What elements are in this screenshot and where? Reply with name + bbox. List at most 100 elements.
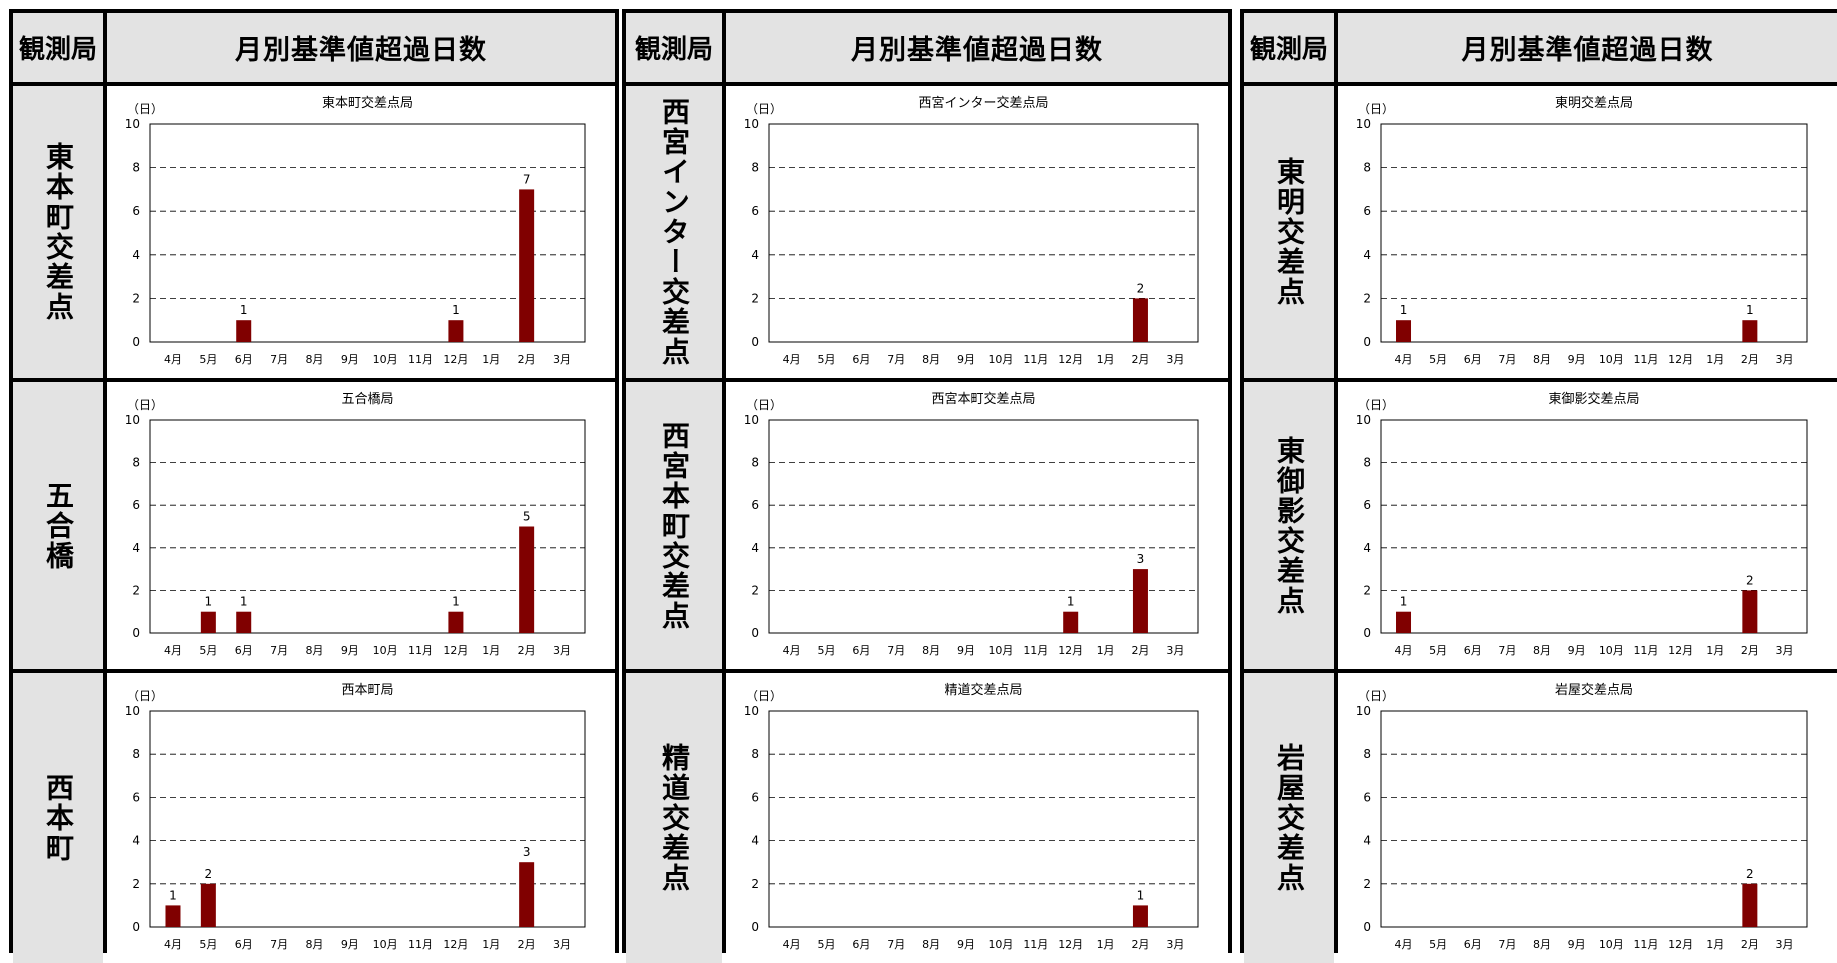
x-tick-label: 12月 [443, 938, 468, 951]
y-tick-label: 6 [1363, 204, 1371, 218]
bar [1132, 298, 1148, 342]
y-axis-unit: （日） [1358, 398, 1394, 412]
plot-area [1380, 419, 1808, 634]
x-tick-label: 12月 [1668, 644, 1693, 657]
x-tick-label: 11月 [1633, 644, 1658, 657]
data-label: 1 [169, 888, 177, 902]
station-name: 東明交差点 [1273, 157, 1306, 307]
x-tick-label: 4月 [164, 353, 182, 366]
y-tick-label: 4 [1363, 541, 1371, 555]
x-tick-label: 12月 [443, 353, 468, 366]
x-tick-label: 9月 [957, 353, 975, 366]
bar [236, 320, 252, 342]
x-tick-label: 9月 [1568, 353, 1586, 366]
data-label: 1 [240, 303, 248, 317]
x-tick-label: 8月 [305, 353, 323, 366]
y-tick-label: 2 [132, 291, 140, 305]
station-name: 東御影交差点 [1273, 435, 1306, 616]
x-tick-label: 9月 [1568, 938, 1586, 951]
y-tick-label: 6 [132, 498, 140, 512]
x-tick-label: 2月 [1741, 938, 1759, 951]
chart-title: 東明交差点局 [1555, 95, 1633, 111]
x-tick-label: 9月 [341, 644, 359, 657]
x-tick-label: 4月 [164, 938, 182, 951]
station-name-cell: 東本町交差点 [13, 86, 103, 378]
bar-chart: 西宮インター交差点局 （日） 0 2 4 6 8 10 4月 5月 6月 7月 8月 9月 10月 11月 12… [744, 95, 1199, 366]
x-tick-label: 5月 [199, 353, 217, 366]
y-tick-label: 0 [1363, 920, 1371, 934]
x-tick-label: 6月 [852, 353, 870, 366]
x-tick-label: 1月 [482, 938, 500, 951]
x-tick-label: 3月 [553, 644, 571, 657]
y-tick-label: 10 [1356, 413, 1371, 427]
x-tick-label: 12月 [1058, 353, 1083, 366]
y-tick-label: 10 [744, 117, 759, 131]
x-tick-label: 11月 [408, 353, 433, 366]
y-tick-label: 4 [132, 834, 140, 848]
chart-title: 西宮本町交差点局 [931, 391, 1035, 407]
x-tick-label: 8月 [1533, 353, 1551, 366]
x-tick-label: 11月 [1023, 938, 1048, 951]
y-tick-label: 4 [751, 541, 759, 555]
x-tick-label: 3月 [553, 938, 571, 951]
x-tick-label: 11月 [1633, 938, 1658, 951]
x-tick-label: 5月 [1429, 644, 1447, 657]
header-observatory-label: 観測局 [626, 13, 722, 82]
x-tick-label: 7月 [270, 644, 288, 657]
y-axis-unit: （日） [746, 102, 782, 116]
x-tick-label: 7月 [1498, 353, 1516, 366]
bar [200, 883, 216, 927]
y-tick-label: 0 [1363, 626, 1371, 640]
x-tick-label: 11月 [1023, 644, 1048, 657]
y-tick-label: 2 [751, 877, 759, 891]
header-title: 月別基準値超過日数 [107, 13, 615, 82]
x-tick-label: 8月 [305, 644, 323, 657]
y-tick-label: 0 [751, 920, 759, 934]
chart-cell: 西宮本町交差点局 （日） 0 2 4 6 8 10 4月 5月 6月 7月 8月 9月 10月 11月 12月 1… [726, 382, 1228, 669]
y-tick-label: 2 [751, 583, 759, 597]
y-tick-label: 10 [125, 117, 140, 131]
station-name-cell: 五合橋 [13, 382, 103, 669]
data-label: 5 [523, 510, 531, 524]
x-tick-label: 3月 [1166, 644, 1184, 657]
y-tick-label: 4 [1363, 248, 1371, 262]
station-name: 西本町 [42, 773, 75, 863]
y-tick-label: 2 [132, 877, 140, 891]
y-tick-label: 6 [1363, 498, 1371, 512]
y-tick-label: 6 [1363, 790, 1371, 804]
y-tick-label: 4 [132, 248, 140, 262]
x-tick-label: 2月 [1131, 353, 1149, 366]
bar-chart: 西本町局 （日） 0 2 4 6 8 10 4月 1 5月 2 6月 7月 8月 9月 10月 11月 12月 1月 2… [125, 683, 586, 951]
panel-1: 観測局 月別基準値超過日数 東本町交差点 東本町交差点局 （日） 0 2 4 6 8 10 4月… [9, 9, 619, 963]
x-tick-label: 4月 [1395, 938, 1413, 951]
x-tick-label: 3月 [1775, 353, 1793, 366]
x-tick-label: 11月 [1023, 353, 1048, 366]
y-tick-label: 10 [744, 413, 759, 427]
station-name: 岩屋交差点 [1273, 743, 1306, 893]
x-tick-label: 6月 [235, 353, 253, 366]
chart-title: 岩屋交差点局 [1555, 682, 1633, 698]
x-tick-label: 6月 [1464, 938, 1482, 951]
bar [1132, 905, 1148, 927]
bar [200, 611, 216, 633]
data-label: 2 [1137, 281, 1145, 295]
y-tick-label: 2 [132, 583, 140, 597]
data-label: 3 [1137, 552, 1145, 566]
x-tick-label: 10月 [373, 938, 398, 951]
x-tick-label: 1月 [1706, 353, 1724, 366]
chart-title: 東御影交差点局 [1548, 391, 1639, 407]
y-tick-label: 8 [132, 161, 140, 175]
bar [1396, 320, 1412, 342]
x-tick-label: 7月 [887, 644, 905, 657]
chart-cell: 西本町局 （日） 0 2 4 6 8 10 4月 1 5月 2 6月 7月 8月 9月 10月 11月 12月 1月 2… [107, 673, 615, 963]
x-tick-label: 3月 [553, 353, 571, 366]
x-tick-label: 11月 [408, 644, 433, 657]
x-tick-label: 2月 [1131, 644, 1149, 657]
chart-cell: 西宮インター交差点局 （日） 0 2 4 6 8 10 4月 5月 6月 7月 8月 9月 10月 11月 12… [726, 86, 1228, 378]
x-tick-label: 12月 [1058, 644, 1083, 657]
bar [519, 189, 535, 342]
panel-3: 観測局 月別基準値超過日数 東明交差点 東明交差点局 （日） 0 2 4 6 8 10 4月 1 5… [1240, 9, 1837, 963]
panel-2: 観測局 月別基準値超過日数 西宮インター交差点 西宮インター交差点局 （日） 0 2 4… [622, 9, 1232, 963]
